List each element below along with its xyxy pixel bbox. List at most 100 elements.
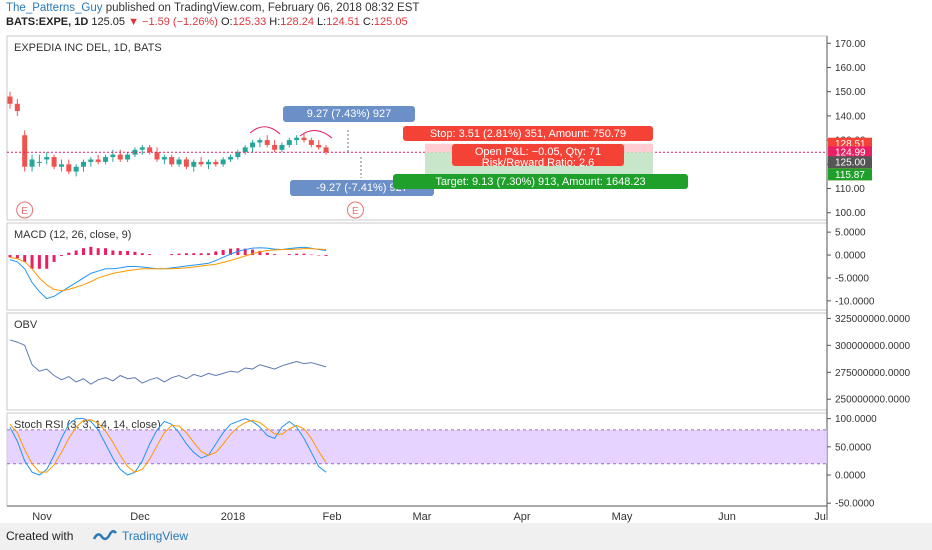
candle-body	[228, 157, 233, 160]
candle-body	[250, 142, 256, 148]
price-change: −1.59 (−1.26%)	[142, 16, 218, 28]
close-value: 125.05	[373, 16, 408, 28]
signal-line	[9, 248, 327, 292]
current-price-badge-bg	[828, 156, 872, 169]
y-tick-label: 170.00	[835, 39, 866, 50]
candle-body	[183, 159, 189, 167]
candle-body	[154, 152, 160, 160]
candle-body	[51, 157, 57, 167]
x-tick-label: May	[612, 511, 633, 523]
y-tick-label: 275000000.0000	[835, 368, 911, 379]
published-text: published on TradingView.com, February 0…	[105, 2, 420, 14]
symbol-line: BATS:EXPE, 1D 125.05 ▼ −1.59 (−1.26%) O:…	[6, 16, 408, 28]
author-link[interactable]: The_Patterns_Guy	[6, 2, 103, 14]
y-tick-label: 110.00	[835, 184, 865, 195]
open-pl-label-text: Risk/Reward Ratio: 2.6	[482, 157, 595, 169]
stoch-k-line	[9, 418, 327, 476]
down-measure-label-text: -9.27 (-7.41%) 927	[316, 182, 408, 194]
candle-body	[95, 159, 101, 162]
y-tick-label: 140.00	[835, 111, 866, 122]
y-tick-label: 0.0000	[835, 251, 866, 262]
candle-body	[191, 161, 197, 167]
open-value: 125.33	[232, 16, 267, 28]
candle-body	[36, 161, 42, 163]
candle-body	[147, 147, 153, 153]
stop-price-badge: 128.51	[835, 139, 866, 150]
y-tick-label: 300000000.0000	[835, 341, 911, 352]
footer-bar: Created with TradingView	[0, 523, 932, 550]
candle-body	[301, 137, 307, 141]
target-price-badge: 115.87	[835, 170, 865, 181]
candle-body	[272, 144, 278, 150]
up-measure-label-text: 9.27 (7.43%) 927	[307, 108, 391, 120]
target-label-bg	[393, 174, 688, 189]
y-tick-label: 250000000.0000	[835, 395, 911, 406]
pane-title: OBV	[14, 319, 38, 331]
candle-body	[257, 140, 263, 143]
stoch-d-line	[9, 419, 327, 473]
publish-line: The_Patterns_Guy published on TradingVie…	[6, 2, 419, 14]
candle-body	[169, 157, 175, 165]
candle-body	[22, 135, 28, 167]
candle-body	[176, 159, 182, 165]
candle-body	[294, 137, 300, 141]
y-tick-label: 160.00	[835, 63, 866, 74]
stop-label-text: Stop: 3.51 (2.81%) 351, Amount: 750.79	[430, 128, 626, 140]
candle-body	[264, 140, 270, 145]
earnings-label: E	[352, 206, 359, 217]
pane-title: MACD (12, 26, close, 9)	[14, 229, 131, 241]
open-label: O:	[220, 16, 233, 28]
y-tick-label: 50.0000	[835, 442, 872, 453]
candle-body	[213, 161, 219, 165]
candle-body	[205, 161, 211, 165]
pane-border	[6, 222, 828, 311]
pattern-arc	[299, 130, 333, 139]
candle-body	[81, 161, 86, 167]
candle-body	[220, 159, 226, 165]
candle-body	[7, 96, 13, 104]
candle-body	[286, 140, 292, 145]
y-tick-label: 0.0000	[835, 471, 866, 482]
y-tick-label: 325000000.0000	[835, 314, 911, 325]
position-tool[interactable]: 9.27 (7.43%) 927 -9.27 (-7.41%) 927 Stop: …	[7, 106, 872, 196]
target-label-text: Target: 9.13 (7.30%) 913, Amount: 1648.2…	[435, 176, 645, 188]
pane-title: Stoch RSI (3, 3, 14, 14, close)	[14, 419, 161, 431]
target-price-badge-bg	[828, 168, 872, 181]
low-value: 124.51	[326, 16, 360, 28]
x-tick-label: Ju	[814, 511, 826, 523]
candle-body	[110, 154, 116, 158]
candle-body	[316, 144, 322, 148]
symbol-label: BATS:EXPE, 1D	[6, 16, 89, 28]
stoch-band	[7, 429, 827, 464]
candle-body	[198, 161, 204, 165]
y-tick-label: 5.0000	[835, 228, 866, 239]
low-label: L:	[317, 16, 327, 28]
pane-border	[6, 312, 828, 411]
tradingview-brand-link[interactable]: TradingView	[122, 529, 189, 543]
entry-price-badge-bg	[828, 146, 872, 159]
x-tick-label: Apr	[513, 511, 530, 523]
close-label: C:	[362, 16, 374, 28]
candle-body	[88, 159, 94, 162]
high-label: H:	[269, 16, 281, 28]
x-tick-label: Jun	[718, 511, 736, 523]
candle-body	[308, 140, 314, 145]
y-tick-label: 150.00	[835, 87, 866, 98]
candle-body	[161, 157, 167, 160]
y-tick-label: -10.0000	[835, 296, 875, 307]
earnings-label: E	[21, 206, 28, 217]
chart-area[interactable]: 170.00160.00150.00140.00130.00120.00110.…	[0, 30, 932, 523]
obv-pane	[9, 339, 327, 385]
tradingview-logo-icon	[92, 529, 118, 548]
high-value: 128.24	[280, 16, 314, 28]
obv-line	[9, 339, 327, 385]
candle-body	[103, 157, 109, 162]
candle-body	[66, 164, 72, 172]
x-tick-label: 2018	[221, 511, 245, 523]
created-with-text: Created with	[6, 529, 74, 543]
stoch-rsi-pane	[7, 418, 827, 476]
time-axis[interactable]: Nov Dec 2018 Feb Mar Apr May Jun Ju	[7, 505, 827, 523]
x-tick-label: Nov	[32, 511, 52, 523]
candle-body	[73, 166, 79, 172]
